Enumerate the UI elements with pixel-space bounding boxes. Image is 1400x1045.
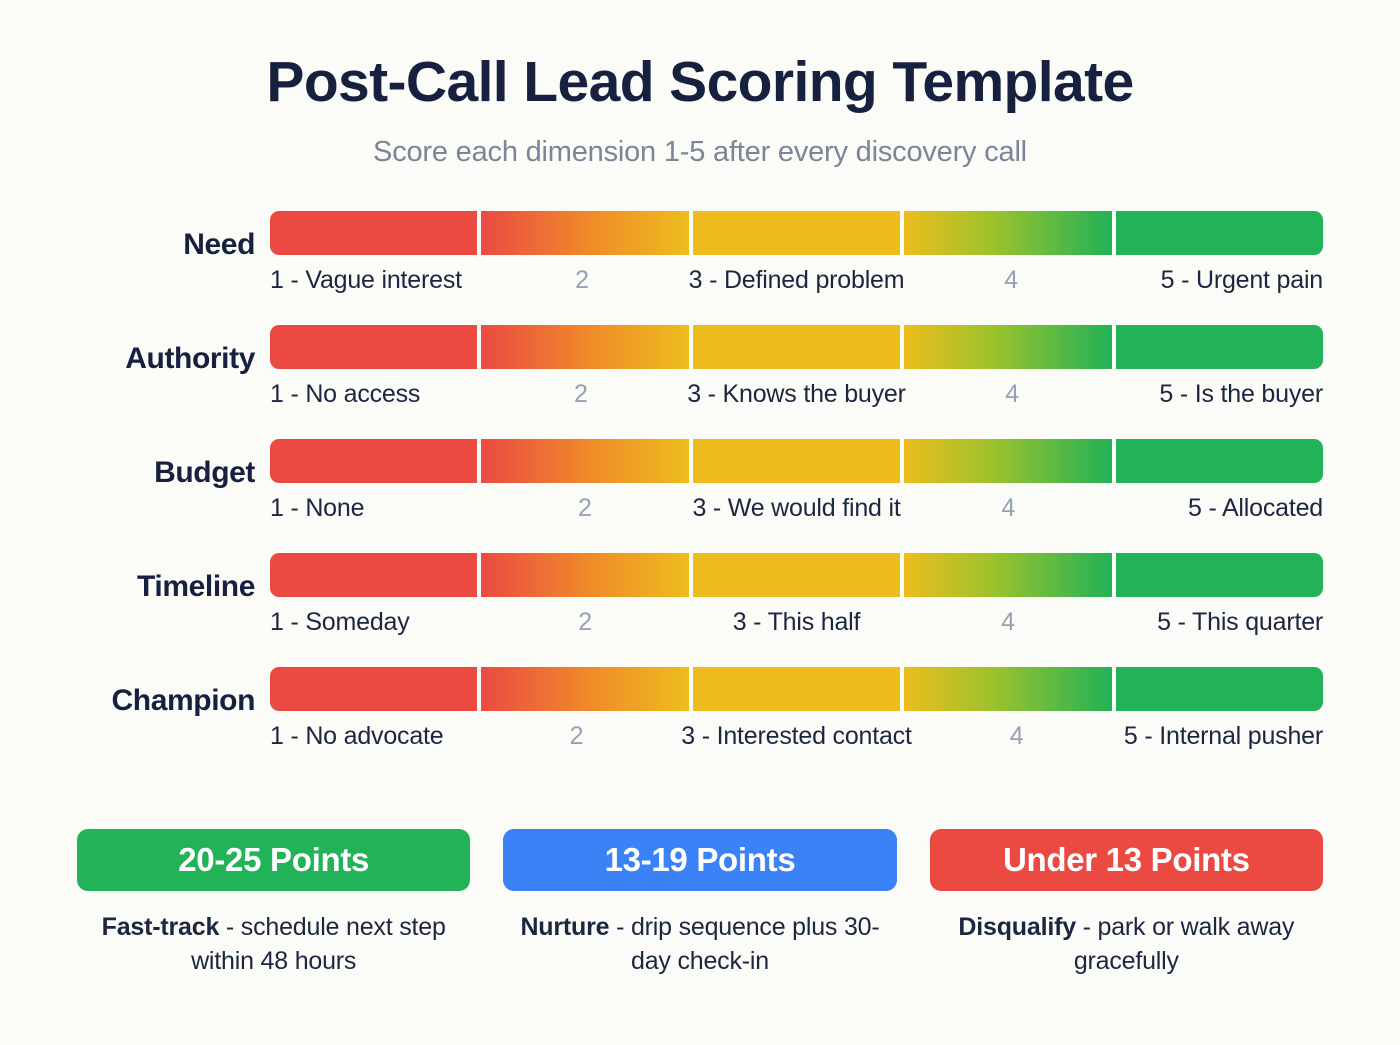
- points-badge-disqualify[interactable]: Under 13 Points: [929, 828, 1323, 891]
- scale-label-4: 4: [1009, 721, 1024, 750]
- scale-label-1: 1 - No advocate: [270, 721, 444, 750]
- scale-label-3: 3 - Knows the buyer: [687, 379, 906, 408]
- callout-disqualify: Under 13 Points Disqualify - park or wal…: [929, 828, 1323, 978]
- score-segment-2[interactable]: [481, 666, 689, 711]
- scoring-row-need: Need 1 - Vague interest 2 3 - Defined pr…: [77, 210, 1324, 325]
- score-segment-2[interactable]: [481, 438, 689, 483]
- scale-label-2: 2: [578, 607, 592, 636]
- callout-action: Fast-track: [101, 912, 220, 941]
- score-segment-5[interactable]: [1115, 438, 1324, 483]
- score-segment-1[interactable]: [270, 438, 478, 483]
- scale-label-5: 5 - Urgent pain: [1160, 265, 1324, 294]
- score-segment-5[interactable]: [1115, 666, 1324, 711]
- scale-labels: 1 - Someday 2 3 - This half 4 5 - This q…: [270, 608, 1323, 637]
- score-segment-1[interactable]: [270, 666, 478, 711]
- scale-labels: 1 - None 2 3 - We would find it 4 5 - Al…: [270, 494, 1323, 523]
- score-segment-3[interactable]: [692, 324, 901, 369]
- score-segment-4[interactable]: [904, 324, 1112, 369]
- scoring-matrix: Need 1 - Vague interest 2 3 - Defined pr…: [0, 210, 1400, 781]
- score-segment-2[interactable]: [481, 552, 689, 597]
- outcome-callouts: 20-25 Points Fast-track - schedule next …: [0, 828, 1400, 978]
- score-bar-authority: 1 - No access 2 3 - Knows the buyer 4 5 …: [270, 324, 1324, 409]
- scale-label-1: 1 - Someday: [270, 607, 410, 636]
- points-badge-fast-track[interactable]: 20-25 Points: [77, 828, 471, 891]
- row-label-authority: Authority: [125, 341, 255, 375]
- score-segment-3[interactable]: [692, 210, 901, 255]
- callout-description: Nurture - drip sequence plus 30-day chec…: [503, 910, 896, 978]
- score-segment-2[interactable]: [481, 210, 689, 255]
- scoring-row-champion: Champion 1 - No advocate 2 3 - Intereste…: [77, 666, 1324, 781]
- page-subtitle: Score each dimension 1-5 after every dis…: [373, 135, 1027, 168]
- page-header: Post-Call Lead Scoring Template Score ea…: [0, 0, 1400, 169]
- callout-detail: - drip sequence plus 30-day check-in: [609, 912, 880, 975]
- page-title: Post-Call Lead Scoring Template: [266, 50, 1134, 114]
- gradient-bar: [270, 666, 1324, 711]
- score-segment-4[interactable]: [904, 552, 1112, 597]
- points-badge-nurture[interactable]: 13-19 Points: [503, 828, 897, 891]
- callout-detail: - park or walk away gracefully: [1073, 912, 1295, 975]
- gradient-bar: [270, 438, 1324, 483]
- score-segment-5[interactable]: [1115, 552, 1324, 597]
- scale-label-4: 4: [1005, 379, 1019, 408]
- gradient-bar: [270, 210, 1324, 255]
- score-bar-timeline: 1 - Someday 2 3 - This half 4 5 - This q…: [270, 552, 1324, 637]
- score-segment-5[interactable]: [1115, 210, 1324, 255]
- gradient-bar: [270, 552, 1324, 597]
- scale-label-2: 2: [577, 493, 592, 522]
- row-label-champion: Champion: [111, 683, 256, 717]
- scale-label-3: 3 - We would find it: [692, 493, 901, 522]
- scale-labels: 1 - No advocate 2 3 - Interested contact…: [270, 722, 1323, 751]
- scale-label-2: 2: [569, 721, 584, 750]
- score-segment-4[interactable]: [904, 210, 1112, 255]
- scoring-row-timeline: Timeline 1 - Someday 2 3 - This half 4 5…: [77, 552, 1324, 667]
- score-segment-5[interactable]: [1115, 324, 1324, 369]
- score-segment-2[interactable]: [481, 324, 689, 369]
- scale-label-4: 4: [1001, 493, 1016, 522]
- scoring-row-authority: Authority 1 - No access 2 3 - Knows the …: [77, 324, 1324, 439]
- callout-fast-track: 20-25 Points Fast-track - schedule next …: [77, 828, 471, 978]
- callout-description: Fast-track - schedule next step within 4…: [77, 910, 470, 978]
- scale-label-4: 4: [1001, 607, 1015, 636]
- callout-description: Disqualify - park or walk away gracefull…: [930, 910, 1323, 978]
- scale-label-5: 5 - Is the buyer: [1159, 379, 1323, 408]
- score-segment-4[interactable]: [904, 666, 1112, 711]
- score-segment-1[interactable]: [270, 324, 478, 369]
- scoring-row-budget: Budget 1 - None 2 3 - We would find it 4…: [77, 438, 1324, 553]
- scale-label-4: 4: [1004, 265, 1018, 294]
- score-segment-3[interactable]: [692, 552, 901, 597]
- score-segment-4[interactable]: [904, 438, 1112, 483]
- row-label-timeline: Timeline: [137, 569, 255, 603]
- callout-action: Nurture: [520, 912, 610, 941]
- scale-label-2: 2: [575, 265, 589, 294]
- score-segment-1[interactable]: [270, 210, 478, 255]
- scale-labels: 1 - Vague interest 2 3 - Defined problem…: [270, 266, 1323, 295]
- score-bar-need: 1 - Vague interest 2 3 - Defined problem…: [270, 210, 1324, 295]
- score-segment-1[interactable]: [270, 552, 478, 597]
- gradient-bar: [270, 324, 1324, 369]
- callout-detail: - schedule next step within 48 hours: [191, 912, 446, 975]
- scale-label-2: 2: [574, 379, 588, 408]
- callout-action: Disqualify: [958, 912, 1076, 941]
- scale-label-1: 1 - Vague interest: [270, 265, 462, 294]
- callout-nurture: 13-19 Points Nurture - drip sequence plu…: [503, 828, 897, 978]
- scale-label-3: 3 - This half: [732, 607, 861, 636]
- scale-label-5: 5 - Internal pusher: [1123, 721, 1324, 750]
- row-label-need: Need: [183, 227, 255, 261]
- scale-labels: 1 - No access 2 3 - Knows the buyer 4 5 …: [270, 380, 1323, 409]
- score-segment-3[interactable]: [692, 438, 901, 483]
- scale-label-3: 3 - Interested contact: [681, 721, 912, 750]
- scale-label-3: 3 - Defined problem: [688, 265, 905, 294]
- score-bar-budget: 1 - None 2 3 - We would find it 4 5 - Al…: [270, 438, 1324, 523]
- scale-label-1: 1 - No access: [270, 379, 421, 408]
- row-label-budget: Budget: [154, 455, 255, 489]
- scale-label-1: 1 - None: [270, 493, 365, 522]
- scale-label-5: 5 - This quarter: [1157, 607, 1324, 636]
- scale-label-5: 5 - Allocated: [1188, 493, 1324, 522]
- score-segment-3[interactable]: [692, 666, 901, 711]
- score-bar-champion: 1 - No advocate 2 3 - Interested contact…: [270, 666, 1324, 751]
